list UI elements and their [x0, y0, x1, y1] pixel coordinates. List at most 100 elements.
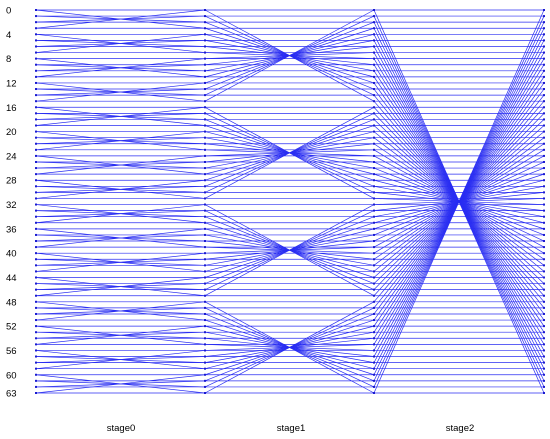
node-dot: [204, 361, 206, 364]
node-dot: [204, 21, 206, 24]
node-dot: [204, 160, 206, 163]
node-dot: [204, 106, 206, 109]
node-dot: [373, 300, 375, 303]
node-dot: [543, 57, 545, 60]
node-dot: [204, 294, 206, 297]
node-dot: [543, 112, 545, 115]
row-label: 12: [6, 78, 17, 89]
node-dot: [373, 136, 375, 139]
node-dot: [204, 118, 206, 121]
node-dot: [543, 51, 545, 54]
node-dot: [373, 160, 375, 163]
node-dot: [35, 154, 37, 157]
node-dot: [373, 288, 375, 291]
node-dot: [373, 276, 375, 279]
cross-edge: [35, 277, 206, 297]
node-dot: [204, 100, 206, 103]
node-dot: [204, 319, 206, 322]
node-dot: [543, 264, 545, 267]
node-dot: [204, 173, 206, 176]
cross-edge: [35, 350, 206, 370]
node-dot: [35, 160, 37, 163]
node-dot: [373, 130, 375, 133]
node-dot: [543, 124, 545, 127]
row-label: 44: [6, 273, 17, 284]
node-dot: [35, 15, 37, 18]
node-dot: [35, 51, 37, 54]
node-dot: [204, 240, 206, 243]
node-dot: [204, 276, 206, 279]
node-dot: [543, 63, 545, 66]
row-label: 0: [6, 6, 11, 17]
node-dot: [35, 331, 37, 334]
node-dot: [204, 94, 206, 97]
node-dot: [35, 319, 37, 322]
node-dot: [373, 33, 375, 36]
node-dot: [35, 282, 37, 285]
node-dot: [543, 319, 545, 322]
node-dot: [35, 294, 37, 297]
node-dot: [373, 203, 375, 206]
node-dot: [204, 203, 206, 206]
node-dot: [204, 379, 206, 382]
stage-label-stage2: stage2: [446, 423, 475, 434]
node-dot: [35, 246, 37, 249]
node-dot: [35, 57, 37, 60]
node-dot: [373, 118, 375, 121]
stage-labels: stage0 stage1 stage2: [107, 423, 475, 434]
node-dot: [204, 288, 206, 291]
cross-edge: [35, 301, 206, 321]
node-dot: [35, 94, 37, 97]
cross-edge: [35, 325, 206, 345]
node-dot: [204, 282, 206, 285]
node-dot: [35, 270, 37, 273]
node-dots: [35, 9, 545, 394]
node-dot: [204, 39, 206, 42]
node-dot: [204, 136, 206, 139]
node-dot: [373, 215, 375, 218]
node-dot: [35, 276, 37, 279]
node-dot: [35, 361, 37, 364]
node-dot: [373, 173, 375, 176]
node-dot: [373, 343, 375, 346]
node-dot: [543, 136, 545, 139]
cross-edge: [35, 131, 206, 151]
node-dot: [35, 264, 37, 267]
node-dot: [204, 221, 206, 224]
node-dot: [35, 203, 37, 206]
node-dot: [543, 276, 545, 279]
node-dot: [543, 106, 545, 109]
node-dot: [204, 63, 206, 66]
node-dot: [35, 258, 37, 261]
node-dot: [373, 331, 375, 334]
node-dot: [543, 209, 545, 212]
node-dot: [204, 270, 206, 273]
node-dot: [543, 392, 545, 394]
node-dot: [373, 252, 375, 255]
node-dot: [35, 312, 37, 315]
node-dot: [543, 203, 545, 206]
node-dot: [373, 319, 375, 322]
cross-edge: [204, 301, 375, 394]
node-dot: [373, 221, 375, 224]
cross-edge: [204, 106, 375, 199]
node-dot: [373, 185, 375, 188]
node-dot: [373, 51, 375, 54]
cross-edge: [373, 9, 545, 394]
node-dot: [373, 325, 375, 328]
node-dot: [35, 343, 37, 346]
node-dot: [373, 349, 375, 352]
node-dot: [543, 355, 545, 358]
node-dot: [204, 215, 206, 218]
node-dot: [543, 361, 545, 364]
node-dot: [204, 51, 206, 54]
cross-edge: [35, 82, 206, 102]
row-label: 60: [6, 370, 17, 381]
stage-label-stage1: stage1: [277, 423, 306, 434]
node-dot: [543, 252, 545, 255]
node-dot: [204, 325, 206, 328]
node-dot: [35, 197, 37, 200]
node-dot: [543, 233, 545, 236]
cross-edge: [204, 9, 375, 102]
